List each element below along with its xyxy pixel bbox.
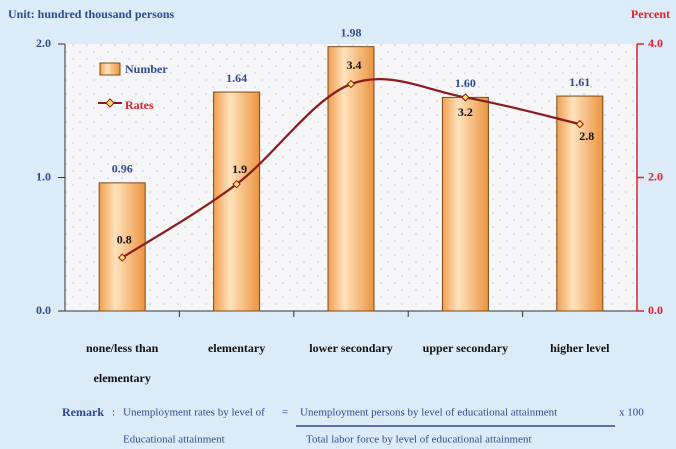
rate-value-label: 3.4 xyxy=(347,58,362,72)
y2-tick-label: 4.0 xyxy=(648,36,663,50)
remark-multiplier: x 100 xyxy=(619,407,644,419)
rate-value-label: 0.8 xyxy=(117,232,132,246)
rate-marker xyxy=(461,93,470,102)
legend-label: Number xyxy=(125,62,168,76)
remark-lhs: Educational attainment xyxy=(123,434,225,446)
y2-tick-label: 2.0 xyxy=(648,169,663,183)
rate-marker xyxy=(117,253,127,262)
y-tick-label: 1.0 xyxy=(36,169,51,183)
bar-value-label: 0.96 xyxy=(112,162,133,176)
rate-marker xyxy=(575,119,585,129)
x-tick-label: none/less than elementary xyxy=(86,341,159,385)
y-tick-label: 0.0 xyxy=(36,303,51,317)
legend-swatch xyxy=(99,62,121,76)
bar xyxy=(213,91,261,312)
x-tick-label: higher level xyxy=(550,341,610,355)
x-tick-label: lower secondary xyxy=(309,341,393,355)
bar xyxy=(556,95,604,312)
remark-denominator: Total labor force by level of educationa… xyxy=(306,434,532,446)
remark-numerator: Unemployment persons by level of educati… xyxy=(300,407,557,419)
rate-value-label: 1.9 xyxy=(232,162,247,176)
bar-value-label: 1.61 xyxy=(569,75,590,89)
rate-marker xyxy=(346,79,356,89)
x-tick-label: upper secondary xyxy=(422,341,509,355)
y2-axis-label: Percent xyxy=(631,7,670,21)
y-axis-label: Unit: hundred thousand persons xyxy=(8,7,175,21)
legend-marker xyxy=(105,98,115,108)
remark-label: Remark xyxy=(62,405,104,419)
legend-label: Rates xyxy=(125,98,154,112)
rate-value-label: 3.2 xyxy=(458,105,473,119)
x-tick-label: elementary xyxy=(207,341,266,355)
bar xyxy=(441,96,489,312)
remark-lhs: Unemployment rates by level of xyxy=(123,407,265,419)
remark-separator: : xyxy=(112,407,115,419)
bar-value-label: 1.98 xyxy=(341,25,362,39)
rate-value-label: 2.8 xyxy=(579,129,594,143)
y-tick-label: 2.0 xyxy=(36,36,51,50)
y2-tick-label: 0.0 xyxy=(648,303,663,317)
bar-value-label: 1.60 xyxy=(455,76,476,90)
bar-value-label: 1.64 xyxy=(226,71,247,85)
rate-marker xyxy=(232,179,241,189)
remark-equals: = xyxy=(282,407,288,419)
